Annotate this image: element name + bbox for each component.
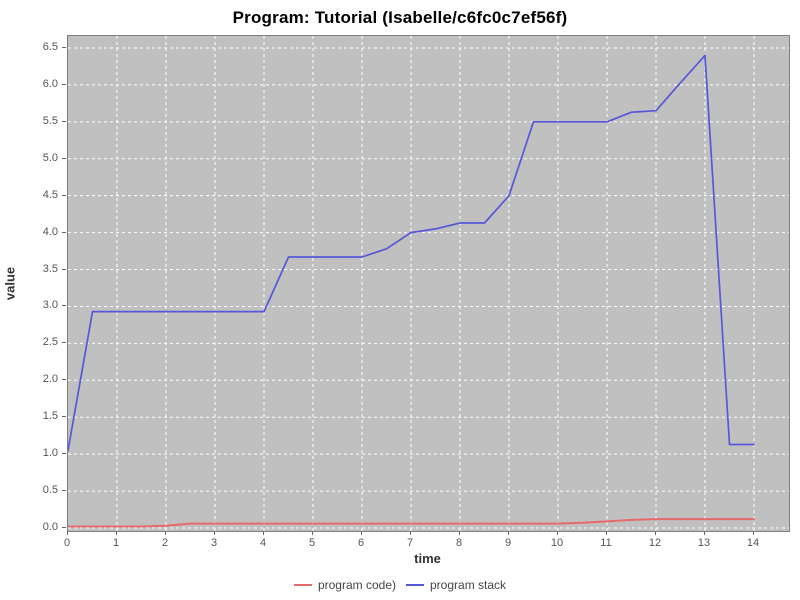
x-axis-tick-mark: [557, 531, 558, 535]
program-stack-line-swatch: [406, 584, 424, 586]
x-axis-tick-mark: [508, 531, 509, 535]
x-axis-tick-label: 1: [112, 537, 120, 549]
x-axis-tick-mark: [753, 531, 754, 535]
y-axis-tick-label: 1.0: [42, 447, 58, 460]
y-axis-tick-label: 4.5: [42, 188, 58, 201]
y-axis-tick-label: 5.0: [42, 151, 58, 164]
y-axis-tick-label: 0.5: [42, 484, 58, 497]
x-axis-tick-label: 13: [697, 537, 711, 549]
y-axis-tick-mark: [62, 83, 66, 85]
series-line-program-stack: [68, 54, 755, 452]
x-axis-tick-label: 4: [259, 537, 267, 549]
x-axis-tick-label: 10: [550, 537, 564, 549]
y-axis-tick-mark: [62, 157, 66, 159]
x-axis-tick-mark: [704, 531, 705, 535]
x-axis-tick-mark: [459, 531, 460, 535]
y-axis-tick-label: 5.5: [42, 114, 58, 127]
y-axis-tick-mark: [62, 194, 66, 196]
y-axis-label: value: [2, 266, 18, 301]
y-axis-tick-label: 3.0: [42, 299, 58, 312]
y-axis-tick-label: 6.0: [42, 77, 58, 90]
x-axis-tick-mark: [655, 531, 656, 535]
y-axis-tick-label: 0.0: [42, 521, 58, 533]
y-axis-tick-mark: [62, 453, 66, 455]
x-axis-tick-label: 7: [406, 537, 414, 549]
x-axis-label: time: [414, 551, 441, 566]
x-axis-tick-mark: [361, 531, 362, 535]
x-axis-tick-mark: [214, 531, 215, 535]
y-axis-tick-label: 3.5: [42, 262, 58, 275]
y-axis-tick-mark: [62, 46, 66, 48]
legend-entry-program-code: program code): [293, 578, 396, 592]
legend-entry-program-stack: program stack: [406, 578, 506, 592]
legend: program code) program stack: [0, 578, 800, 592]
y-axis-tick-mark: [62, 490, 66, 492]
x-axis-tick-label: 11: [600, 537, 612, 549]
y-axis-tick-mark: [62, 416, 66, 418]
y-axis-tick-label: 6.5: [42, 40, 58, 53]
x-axis-tick-mark: [116, 531, 117, 535]
x-axis-tick-mark: [67, 531, 68, 535]
x-axis-tick-label: 8: [455, 537, 463, 549]
x-axis-tick-mark: [410, 531, 411, 535]
x-axis-tick-mark: [165, 531, 166, 535]
x-axis-tick-label: 12: [648, 537, 662, 549]
x-axis-tick-mark: [606, 531, 607, 535]
x-axis-tick-label: 2: [161, 537, 169, 549]
x-axis-tick-mark: [312, 531, 313, 535]
plot-area: [67, 35, 790, 532]
x-axis-tick-label: 6: [357, 537, 365, 549]
y-axis-tick-label: 1.5: [42, 410, 58, 423]
series-line-program-code: [68, 518, 755, 528]
x-axis-tick-label: 3: [210, 537, 218, 549]
x-axis-tick-label: 5: [308, 537, 316, 549]
y-axis-tick-mark: [62, 305, 66, 307]
y-axis-tick-mark: [62, 342, 66, 344]
y-axis-tick-mark: [62, 268, 66, 270]
program-code-line-swatch: [293, 584, 312, 586]
x-axis-tick-label: 0: [63, 537, 71, 549]
y-axis-tick-label: 2.0: [42, 373, 58, 386]
y-axis-tick-mark: [62, 120, 66, 122]
legend-label-program-code: program code): [317, 578, 396, 592]
y-axis-tick-mark: [62, 231, 66, 233]
chart-title: Program: Tutorial (Isabelle/c6fc0c7ef56f…: [232, 8, 568, 27]
plot-canvas: [68, 36, 789, 531]
y-axis-tick-mark: [62, 527, 66, 528]
y-axis-tick-label: 2.5: [42, 336, 58, 349]
x-axis-tick-mark: [263, 531, 264, 535]
legend-label-program-stack: program stack: [430, 578, 507, 592]
y-axis-tick-mark: [62, 379, 66, 381]
x-axis-tick-label: 14: [746, 537, 760, 549]
y-axis-tick-label: 4.0: [42, 225, 58, 238]
x-axis-tick-label: 9: [504, 537, 512, 549]
